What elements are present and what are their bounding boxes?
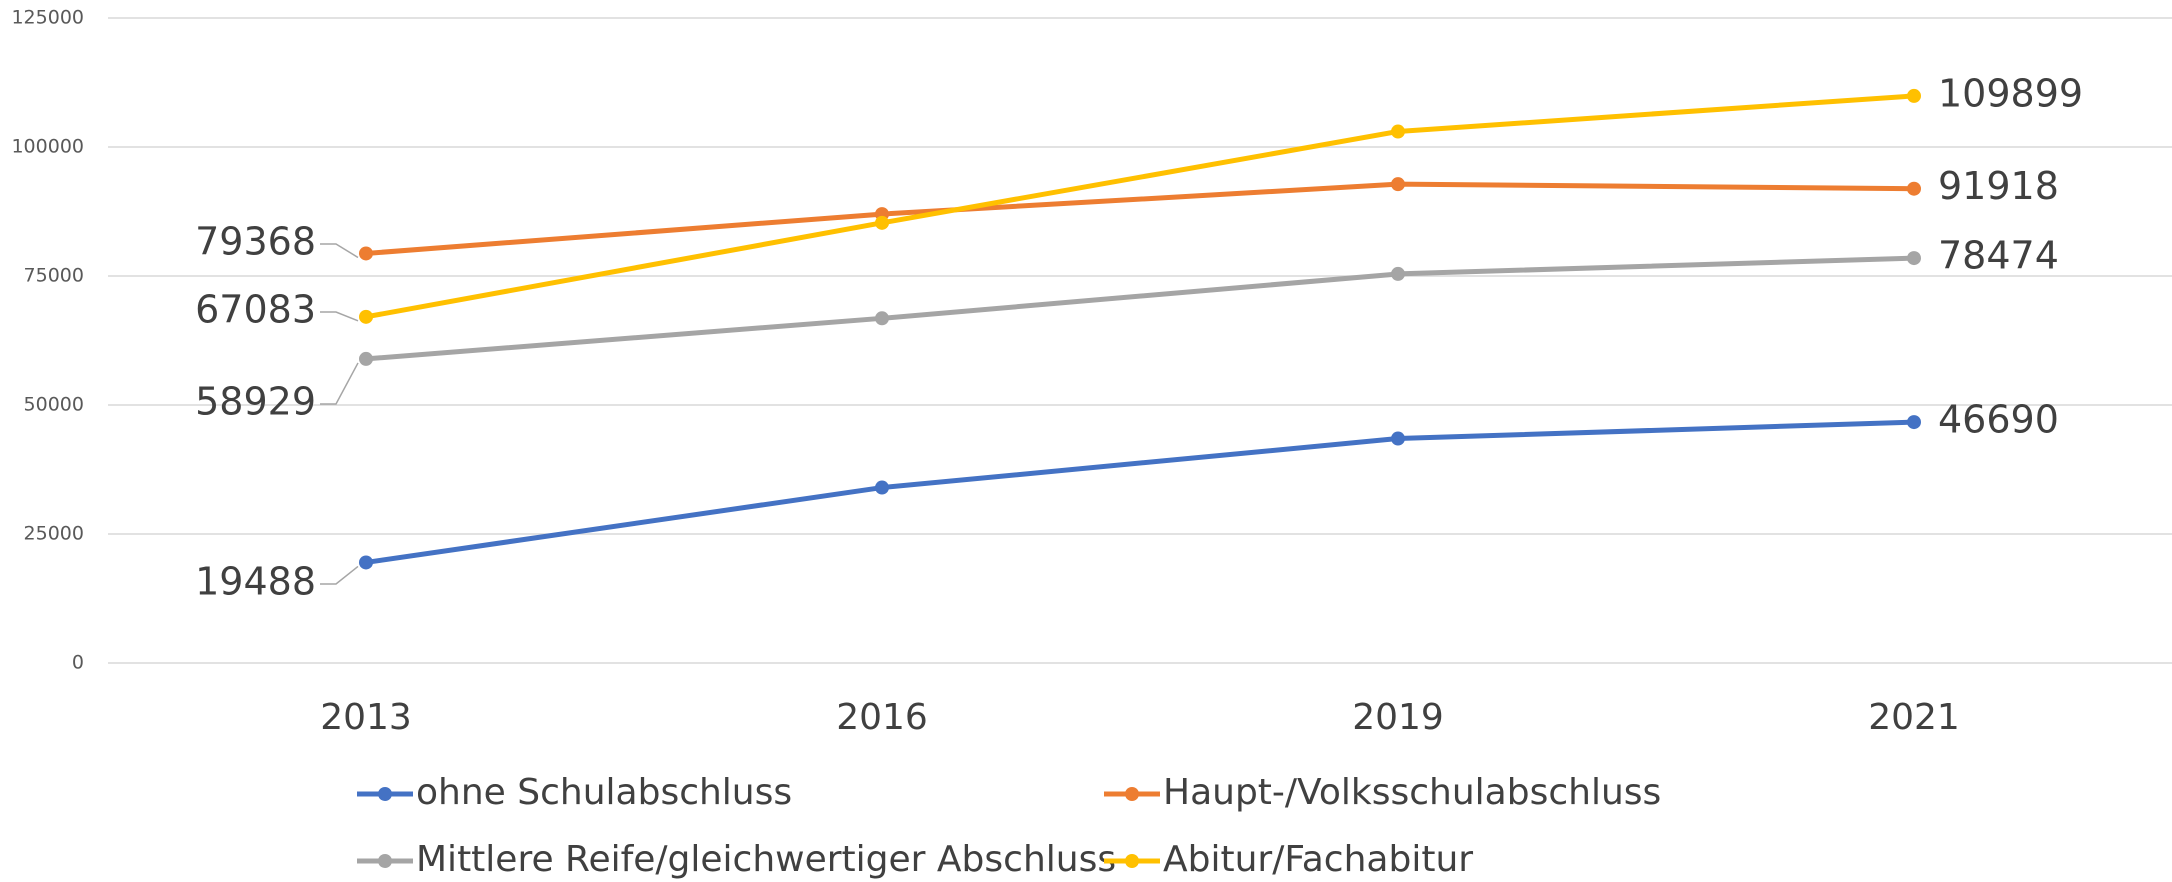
legend-label: Abitur/Fachabitur xyxy=(1163,839,1473,880)
leader-line xyxy=(320,311,359,322)
data-label: 58929 xyxy=(195,380,316,424)
series-line xyxy=(363,93,1917,320)
series-line xyxy=(363,255,1917,362)
y-tick-label: 50000 xyxy=(24,394,84,416)
legend-label: Haupt-/Volksschulabschluss xyxy=(1163,772,1661,813)
x-tick-label: 2016 xyxy=(836,697,928,738)
data-label: 91918 xyxy=(1938,164,2059,208)
y-tick-label: 75000 xyxy=(24,265,84,287)
legend-marker xyxy=(378,854,392,868)
leader-line xyxy=(320,565,359,585)
marker xyxy=(1391,124,1405,139)
series-line xyxy=(363,419,1917,565)
data-label: 67083 xyxy=(195,288,316,332)
data-label: 46690 xyxy=(1938,398,2059,442)
legend-marker xyxy=(1125,787,1139,801)
marker xyxy=(359,351,373,366)
marker xyxy=(1907,415,1921,430)
marker xyxy=(875,311,889,326)
marker xyxy=(359,246,373,261)
marker xyxy=(359,309,373,324)
marker xyxy=(875,215,889,230)
marker xyxy=(1907,251,1921,266)
data-label: 109899 xyxy=(1938,71,2083,115)
leader-line xyxy=(320,362,359,405)
data-label: 78474 xyxy=(1938,234,2059,278)
leader-line xyxy=(320,243,359,259)
x-tick-label: 2019 xyxy=(1352,697,1444,738)
y-tick-label: 100000 xyxy=(11,136,84,158)
legend-marker xyxy=(1125,854,1139,868)
data-label: 79368 xyxy=(195,220,316,264)
marker xyxy=(1391,177,1405,192)
marker xyxy=(1907,88,1921,103)
legend-marker xyxy=(378,787,392,801)
y-tick-label: 125000 xyxy=(11,7,84,29)
marker xyxy=(359,555,373,570)
data-label: 19488 xyxy=(195,560,316,604)
legend-label: ohne Schulabschluss xyxy=(416,772,792,813)
y-tick-label: 0 xyxy=(72,652,84,674)
marker xyxy=(875,480,889,495)
y-tick-label: 25000 xyxy=(24,523,84,545)
marker xyxy=(1907,181,1921,196)
marker xyxy=(1391,266,1405,281)
legend-label: Mittlere Reife/gleichwertiger Abschluss xyxy=(416,839,1116,880)
series-line xyxy=(363,181,1917,256)
x-tick-label: 2021 xyxy=(1868,697,1960,738)
x-tick-label: 2013 xyxy=(320,697,412,738)
marker xyxy=(1391,431,1405,446)
